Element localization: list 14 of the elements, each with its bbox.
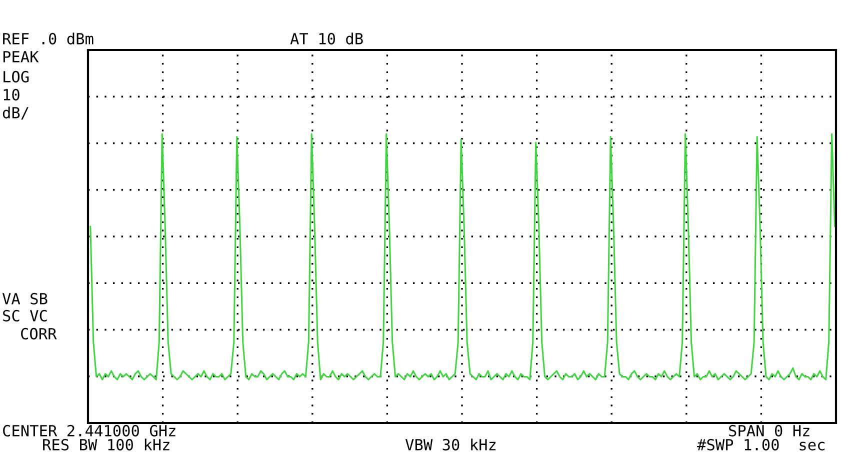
text: CENTER 2.441000 GHz xyxy=(3,424,176,436)
text: PEAK xyxy=(3,51,39,62)
text: RES BW 100 kHz xyxy=(43,438,170,450)
text: SPAN 0 Hz xyxy=(729,424,810,436)
text: VA SB xyxy=(2,292,48,304)
text: 10 xyxy=(4,88,20,100)
text: CORR xyxy=(21,328,57,340)
text: LOG xyxy=(4,70,29,82)
text: VBW 30 kHz xyxy=(405,438,496,450)
text: REF .0 dBm xyxy=(3,32,94,44)
text: AT 10 dB xyxy=(290,32,363,44)
text: dB/ xyxy=(2,106,28,120)
text: #SWP 1.00 sec xyxy=(697,438,824,450)
text: SC VC xyxy=(3,310,47,322)
